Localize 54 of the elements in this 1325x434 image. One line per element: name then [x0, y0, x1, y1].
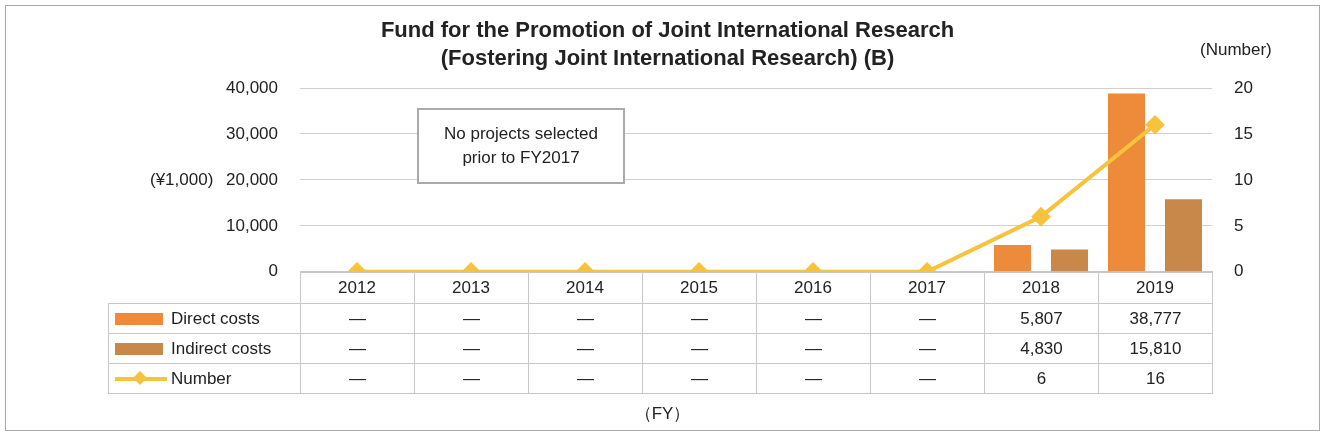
- data-label: —: [300, 363, 415, 394]
- chart-title: Fund for the Promotion of Joint International Research (Fostering Joint International Research) (B): [380, 17, 955, 70]
- x-tick-label: 2017: [908, 277, 946, 297]
- legend-label: Direct costs: [171, 308, 260, 329]
- legend-label: Indirect costs: [171, 338, 272, 359]
- data-label: 4,830: [984, 333, 1099, 364]
- data-label: 6: [984, 363, 1099, 394]
- bar: [1164, 199, 1203, 272]
- x-tick-label: 2015: [680, 277, 718, 297]
- data-label: —: [414, 363, 529, 394]
- text: —: [691, 308, 708, 328]
- y-tick-label: 0: [268, 261, 278, 281]
- text: —: [919, 308, 936, 328]
- y2-tick-label: 0: [1234, 261, 1244, 281]
- text: —: [463, 338, 480, 358]
- data-label: —: [870, 363, 985, 394]
- text: —: [577, 338, 594, 358]
- text: —: [691, 338, 708, 358]
- y-tick-label: 20,000: [226, 169, 278, 189]
- data-label: 16: [1098, 363, 1213, 394]
- data-label: 15,810: [1098, 333, 1213, 364]
- text: —: [463, 308, 480, 328]
- y2-axis-title: (Number): [1200, 40, 1272, 60]
- x-tick-label: 2019: [1136, 277, 1174, 297]
- text: —: [349, 308, 366, 328]
- text: —: [805, 338, 822, 358]
- y-axis-title: (¥1,000): [150, 170, 214, 190]
- y-tick-label: 30,000: [226, 123, 278, 143]
- y2-tick-label: 5: [1234, 215, 1244, 235]
- x-tick-label: 2012: [338, 277, 376, 297]
- x-tick-label: 2016: [794, 277, 832, 297]
- text: —: [349, 338, 366, 358]
- bar: [1050, 249, 1089, 272]
- x-tick-label: 2013: [452, 277, 490, 297]
- bar: [1107, 93, 1146, 272]
- data-label: —: [642, 363, 757, 394]
- data-label: 38,777: [1098, 303, 1213, 334]
- x-tick-label: 2014: [566, 277, 604, 297]
- y2-tick-label: 20: [1234, 77, 1253, 97]
- data-label: —: [528, 363, 643, 394]
- legend-label: Number: [171, 368, 232, 389]
- data-label: —: [756, 363, 871, 394]
- y-tick-label: 40,000: [226, 77, 278, 97]
- text: —: [577, 308, 594, 328]
- x-tick-label: 2018: [1022, 277, 1060, 297]
- text: —: [805, 308, 822, 328]
- text: —: [919, 338, 936, 358]
- bar: [993, 245, 1032, 272]
- y-tick-label: 10,000: [226, 215, 278, 235]
- data-label: 5,807: [984, 303, 1099, 334]
- text: （FY）: [633, 403, 692, 425]
- y2-tick-label: 15: [1234, 123, 1253, 143]
- y2-tick-label: 10: [1234, 169, 1253, 189]
- annotation: No projects selected prior to FY2017: [417, 108, 625, 184]
